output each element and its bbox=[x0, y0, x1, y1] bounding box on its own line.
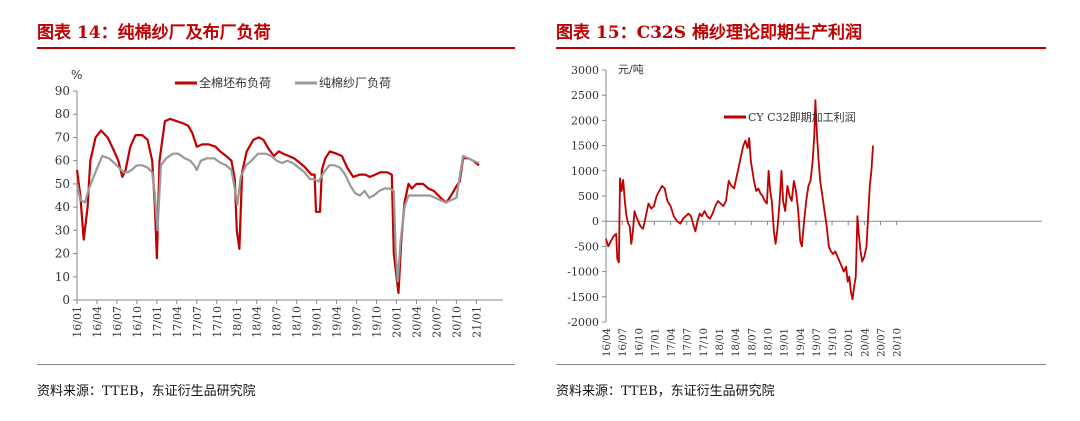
x-tick-label: 18/10 bbox=[763, 328, 774, 357]
y-unit-label: 元/吨 bbox=[618, 63, 644, 76]
x-tick-label: 18/10 bbox=[291, 306, 304, 338]
y-tick-label: 60 bbox=[55, 154, 70, 168]
title-rule bbox=[37, 47, 515, 49]
y-tick-label: -1500 bbox=[567, 291, 599, 304]
panel-profit: 图表 15：C32S 棉纱理论即期生产利润 -2000 -1500 -1000 -50… bbox=[556, 0, 1046, 421]
x-tick-label: 21/01 bbox=[470, 306, 483, 338]
x-tick-label: 17/10 bbox=[699, 328, 710, 357]
y-tick-label: 70 bbox=[55, 130, 70, 144]
x-tick-label: 18/07 bbox=[747, 328, 758, 357]
x-tick-label: 16/07 bbox=[618, 328, 629, 357]
y-tick-label: 3000 bbox=[571, 64, 599, 77]
source-rule bbox=[556, 364, 1046, 365]
x-tick-label: 17/01 bbox=[650, 328, 661, 357]
series-line bbox=[605, 99, 874, 301]
y-tick-label: -500 bbox=[574, 240, 599, 253]
y-tick-label: 0 bbox=[62, 293, 70, 307]
legend-label: 纯棉纱厂负荷 bbox=[319, 76, 391, 90]
y-tick-label: 30 bbox=[55, 223, 70, 237]
x-tick-label: 20/10 bbox=[450, 306, 463, 338]
y-tick-label: 10 bbox=[55, 270, 70, 284]
source-note: 资料来源：TTEB，东证衍生品研究院 bbox=[37, 384, 256, 399]
y-tick-label: 90 bbox=[55, 84, 70, 98]
x-tick-label: 18/01 bbox=[715, 328, 726, 357]
x-tick-label: 16/07 bbox=[111, 306, 124, 338]
x-tick-label: 19/07 bbox=[351, 306, 364, 338]
x-tick-label: 16/10 bbox=[131, 306, 144, 338]
x-tick-label: 18/07 bbox=[271, 306, 284, 338]
x-tick-label: 17/07 bbox=[191, 306, 204, 338]
x-tick-label: 20/01 bbox=[844, 328, 855, 357]
y-tick-label: 20 bbox=[55, 247, 70, 261]
title-rule bbox=[556, 47, 1046, 49]
x-tick-label: 17/01 bbox=[151, 306, 164, 338]
x-tick-label: 17/04 bbox=[667, 328, 678, 357]
y-tick-label: 2000 bbox=[571, 114, 599, 127]
y-tick-label: 50 bbox=[55, 177, 70, 191]
y-unit-label: % bbox=[71, 68, 82, 82]
y-tick-label: 2500 bbox=[571, 89, 599, 102]
y-tick-label: 1500 bbox=[571, 140, 599, 153]
x-tick-label: 20/07 bbox=[430, 306, 443, 338]
x-tick-label: 18/01 bbox=[231, 306, 244, 338]
panel-load: 图表 14：纯棉纱厂及布厂负荷 0 10 20 30 40 50 60 70 80 90% 16/0… bbox=[37, 0, 515, 421]
chart-title: 图表 15：C32S 棉纱理论即期生产利润 bbox=[556, 23, 862, 43]
x-tick-label: 20/10 bbox=[893, 328, 904, 357]
x-tick-label: 19/10 bbox=[371, 306, 384, 338]
x-tick-label: 19/01 bbox=[780, 328, 791, 357]
x-tick-label: 19/04 bbox=[796, 328, 807, 357]
y-tick-label: 40 bbox=[55, 200, 70, 214]
x-tick-label: 17/10 bbox=[211, 306, 224, 338]
y-tick-label: -1000 bbox=[567, 266, 599, 279]
x-tick-label: 17/07 bbox=[683, 328, 694, 357]
series-line bbox=[75, 152, 480, 283]
x-tick-label: 18/04 bbox=[731, 328, 742, 357]
x-tick-label: 16/10 bbox=[634, 328, 645, 357]
x-tick-label: 17/04 bbox=[171, 306, 184, 338]
chart-load-svg: 0 10 20 30 40 50 60 70 80 90% 16/01 16/04 16/07 16/10… bbox=[55, 68, 503, 338]
x-tick-label: 19/04 bbox=[331, 306, 344, 338]
y-tick-label: 1000 bbox=[571, 165, 599, 178]
x-tick-label: 16/01 bbox=[71, 306, 84, 338]
chart-title: 图表 14：纯棉纱厂及布厂负荷 bbox=[37, 23, 271, 43]
x-tick-label: 20/07 bbox=[877, 328, 888, 357]
y-tick-label: 0 bbox=[592, 215, 599, 228]
y-tick-label: 500 bbox=[578, 190, 599, 203]
y-tick-label: 80 bbox=[55, 107, 70, 121]
legend-label: 全棉坯布负荷 bbox=[199, 75, 271, 90]
y-tick-label: -2000 bbox=[567, 316, 599, 329]
x-tick-label: 19/07 bbox=[812, 328, 823, 357]
x-tick-label: 19/01 bbox=[311, 306, 324, 338]
x-tick-label: 19/10 bbox=[828, 328, 839, 357]
source-rule bbox=[37, 364, 515, 365]
x-tick-label: 20/04 bbox=[860, 328, 871, 357]
x-tick-label: 20/01 bbox=[391, 306, 404, 338]
x-tick-label: 16/04 bbox=[602, 328, 613, 357]
source-note: 资料来源：TTEB，东证衍生品研究院 bbox=[556, 384, 775, 399]
x-tick-label: 18/04 bbox=[251, 306, 264, 338]
series-line bbox=[75, 117, 480, 295]
x-tick-label: 20/04 bbox=[410, 306, 423, 338]
legend-label: CY C32即期加工利润 bbox=[748, 110, 856, 124]
x-tick-label: 16/04 bbox=[91, 306, 104, 338]
chart-profit-svg: -2000 -1500 -1000 -500 0 500 1000 1500 2000 2500 3… bbox=[567, 63, 1042, 357]
